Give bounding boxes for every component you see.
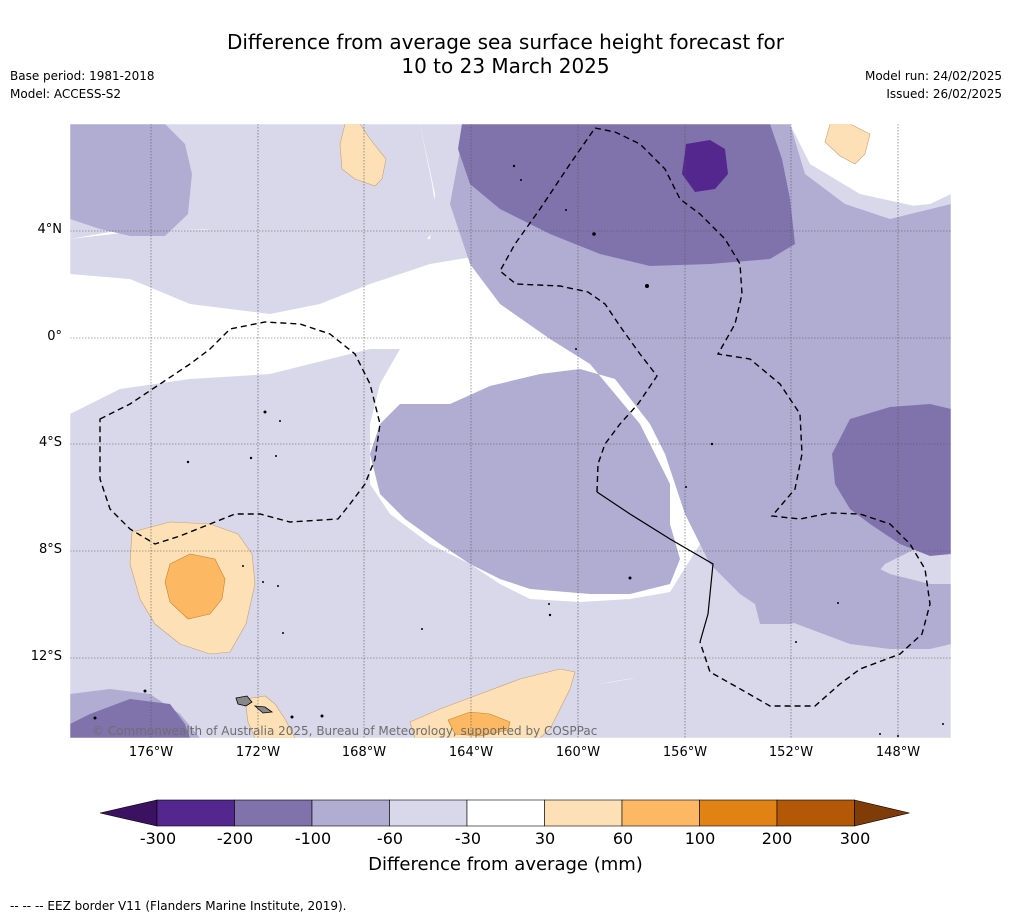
- colorbar-extend-min: [99, 799, 158, 827]
- colorbar-segment: [621, 799, 700, 827]
- colorbar-segment: [466, 799, 545, 827]
- lon-label-164w: 164°W: [448, 745, 494, 760]
- contour-band-light: [70, 349, 951, 738]
- positive-anomaly-medium: [164, 553, 226, 620]
- cbar-tick: 30: [534, 829, 556, 848]
- issued-date: Issued: 26/02/2025: [886, 87, 1002, 101]
- contour-band-deep: [70, 699, 190, 738]
- lon-label-172w: 172°W: [235, 745, 281, 760]
- footer-note: -- -- -- EEZ border V11 (Flanders Marine…: [10, 899, 347, 913]
- cbar-tick: 200: [761, 829, 793, 848]
- sea-surface-height-map: [69, 123, 952, 739]
- contour-band-medium: [630, 344, 951, 649]
- base-period: Base period: 1981-2018: [10, 69, 155, 83]
- lat-label-0: 0°: [47, 329, 62, 344]
- map-panel: [69, 123, 952, 739]
- cbar-tick: 300: [839, 829, 871, 848]
- cbar-tick: -300: [139, 829, 177, 848]
- islands: [93, 164, 944, 737]
- model-run: Model run: 24/02/2025: [864, 69, 1002, 83]
- colorbar-segment: [776, 799, 855, 827]
- colorbar: [99, 798, 912, 828]
- contour-band-deep: [832, 404, 951, 556]
- samoa-islands: [235, 695, 274, 714]
- colorbar-segments: [99, 799, 910, 827]
- title-line-2: 10 to 23 March 2025: [401, 54, 610, 78]
- map-grid: [70, 124, 951, 738]
- colorbar-extend-max: [854, 799, 910, 827]
- colorbar-segment: [699, 799, 778, 827]
- copyright-notice: © Commonwealth of Australia 2025, Bureau…: [92, 724, 598, 738]
- lon-label-160w: 160°W: [555, 745, 601, 760]
- eez-border-kiribati-line: [594, 127, 931, 707]
- colorbar-segment: [544, 799, 623, 827]
- contour-band-medium: [70, 124, 192, 236]
- eez-border-kiribati-phoenix: [99, 321, 381, 545]
- eez-border-tokelau: [499, 127, 658, 493]
- lon-label-156w: 156°W: [662, 745, 708, 760]
- cbar-tick: -60: [376, 829, 404, 848]
- colorbar-graphic: [99, 799, 910, 827]
- cbar-tick: -100: [294, 829, 332, 848]
- colorbar-segment: [389, 799, 468, 827]
- colorbar-segment: [234, 799, 313, 827]
- meta-left: Base period: 1981-2018 Model: ACCESS-S2: [10, 67, 155, 103]
- meta-right: Model run: 24/02/2025 Issued: 26/02/2025: [865, 67, 1002, 103]
- positive-anomaly-light: [824, 123, 871, 165]
- eez-boundary-solid: [596, 491, 714, 643]
- cbar-tick: -30: [454, 829, 482, 848]
- eez-borders: [99, 127, 931, 707]
- model-name: Model: ACCESS-S2: [10, 87, 122, 101]
- cbar-tick: -200: [216, 829, 254, 848]
- cbar-tick: 60: [612, 829, 634, 848]
- lat-label-12s: 12°S: [30, 649, 62, 664]
- lon-label-148w: 148°W: [875, 745, 921, 760]
- lon-label-168w: 168°W: [341, 745, 387, 760]
- lat-label-4n: 4°N: [37, 222, 63, 237]
- title-line-1: Difference from average sea surface heig…: [226, 30, 785, 54]
- cbar-tick: 100: [684, 829, 716, 848]
- lon-label-176w: 176°W: [128, 745, 174, 760]
- colorbar-label: Difference from average (mm): [368, 854, 643, 875]
- positive-anomaly-light: [339, 123, 387, 187]
- lat-label-8s: 8°S: [38, 542, 62, 557]
- contour-band-darkest: [682, 140, 728, 192]
- lon-label-152w: 152°W: [768, 745, 814, 760]
- lat-label-4s: 4°S: [38, 435, 62, 450]
- colorbar-segment: [311, 799, 390, 827]
- map-title: Difference from average sea surface heig…: [0, 30, 1011, 78]
- positive-anomaly-medium: [447, 711, 511, 737]
- colorbar-segment: [156, 799, 235, 827]
